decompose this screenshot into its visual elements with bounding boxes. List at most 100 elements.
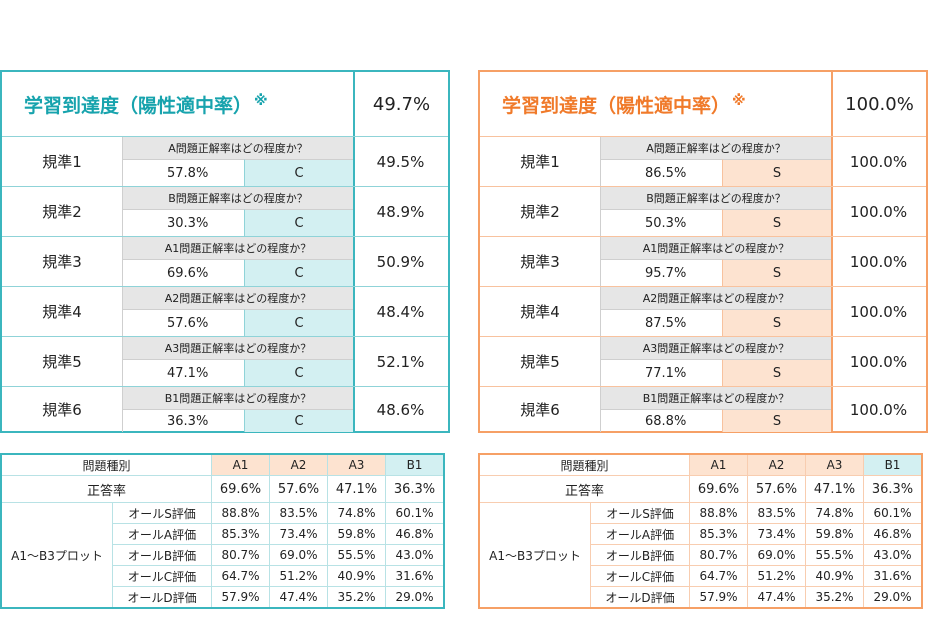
achievement-panel-right: 学習到達度（陽性適中率） ※ 100.0% 規準1 A問題正解率はどの程度か？ 8… bbox=[478, 70, 928, 433]
cell: 47.4% bbox=[269, 586, 328, 609]
row-label: オールC評価 bbox=[590, 565, 690, 587]
row-label: オールD評価 bbox=[590, 586, 690, 609]
table-header-row: 問題種別 A1 A2 A3 B1 bbox=[478, 453, 923, 476]
criterion-value: 49.5% bbox=[376, 152, 425, 171]
criterion-value: 100.0% bbox=[849, 302, 908, 321]
criterion-question: A3問題正解率はどの程度か？ bbox=[122, 337, 353, 359]
rate-value: 69.6% bbox=[689, 475, 748, 503]
grade: S bbox=[722, 309, 831, 336]
correct-rate: 69.6% bbox=[122, 259, 244, 286]
note-mark: ※ bbox=[732, 93, 746, 109]
overall-rate: 100.0% bbox=[845, 93, 914, 115]
criterion-name: 規準4 bbox=[42, 303, 82, 321]
criterion-question: B問題正解率はどの程度か？ bbox=[122, 187, 353, 209]
cell: 74.8% bbox=[805, 502, 864, 524]
cell: 80.7% bbox=[211, 544, 270, 566]
type-header: 問題種別 bbox=[478, 453, 690, 476]
criterion-name: 規準4 bbox=[520, 303, 560, 321]
criterion-name: 規準2 bbox=[42, 203, 82, 221]
row-label: オールD評価 bbox=[112, 586, 212, 609]
cell: 51.2% bbox=[269, 565, 328, 587]
cell: 40.9% bbox=[805, 565, 864, 587]
panel-title-text: 学習到達度（陽性適中率） bbox=[502, 94, 731, 117]
criterion-value: 100.0% bbox=[849, 352, 908, 371]
cell: 85.3% bbox=[689, 523, 748, 545]
column-header: B1 bbox=[863, 453, 923, 476]
overall-rate: 49.7% bbox=[372, 93, 431, 115]
correct-rate: 57.6% bbox=[122, 309, 244, 336]
cell: 35.2% bbox=[327, 586, 386, 609]
column-header: B1 bbox=[385, 453, 445, 476]
cell: 74.8% bbox=[327, 502, 386, 524]
cell: 64.7% bbox=[211, 565, 270, 587]
criterion-question: B1問題正解率はどの程度か？ bbox=[600, 387, 831, 409]
criterion-row: 規準2 B問題正解率はどの程度か？ 50.3% S 100.0% bbox=[480, 186, 926, 236]
criterion-value: 52.1% bbox=[376, 352, 425, 371]
criterion-question: A3問題正解率はどの程度か？ bbox=[600, 337, 831, 359]
criterion-row: 規準3 A1問題正解率はどの程度か？ 95.7% S 100.0% bbox=[480, 236, 926, 286]
criterion-row: 規準3 A1問題正解率はどの程度か？ 69.6% C 50.9% bbox=[2, 236, 448, 286]
achievement-panel-left: 学習到達度（陽性適中率） ※ 49.7% 規準1 A問題正解率はどの程度か？ 57… bbox=[0, 70, 450, 433]
cell: 31.6% bbox=[385, 565, 445, 587]
row-label: オールB評価 bbox=[590, 544, 690, 566]
grade: C bbox=[244, 359, 353, 386]
criterion-row: 規準2 B問題正解率はどの程度か？ 30.3% C 48.9% bbox=[2, 186, 448, 236]
grade: S bbox=[722, 209, 831, 236]
cell: 31.6% bbox=[863, 565, 923, 587]
table-row: オールC評価 64.7% 51.2% 40.9% 31.6% bbox=[1, 565, 445, 587]
cell: 46.8% bbox=[863, 523, 923, 545]
cell: 88.8% bbox=[689, 502, 748, 524]
criterion-value: 48.6% bbox=[376, 400, 425, 419]
plot-group-label: A1～B3プロット bbox=[0, 502, 113, 609]
grade: S bbox=[722, 359, 831, 386]
rate-row: 正答率 69.6% 57.6% 47.1% 36.3% bbox=[478, 475, 923, 503]
criterion-value: 100.0% bbox=[849, 252, 908, 271]
rate-value: 36.3% bbox=[863, 475, 923, 503]
criterion-value: 50.9% bbox=[376, 252, 425, 271]
cell: 51.2% bbox=[747, 565, 806, 587]
type-header: 問題種別 bbox=[0, 453, 212, 476]
correct-rate: 95.7% bbox=[600, 259, 722, 286]
cell: 43.0% bbox=[385, 544, 445, 566]
cell: 73.4% bbox=[269, 523, 328, 545]
panel-title: 学習到達度（陽性適中率） ※ bbox=[480, 72, 831, 136]
row-label: オールS評価 bbox=[112, 502, 212, 524]
rate-value: 57.6% bbox=[269, 475, 328, 503]
criterion-row: 規準6 B1問題正解率はどの程度か？ 68.8% S 100.0% bbox=[480, 386, 926, 432]
cell: 29.0% bbox=[863, 586, 923, 609]
rate-value: 47.1% bbox=[805, 475, 864, 503]
cell: 43.0% bbox=[863, 544, 923, 566]
cell: 35.2% bbox=[805, 586, 864, 609]
column-header: A1 bbox=[211, 453, 270, 476]
criterion-row: 規準4 A2問題正解率はどの程度か？ 87.5% S 100.0% bbox=[480, 286, 926, 336]
cell: 88.8% bbox=[211, 502, 270, 524]
criterion-question: B問題正解率はどの程度か？ bbox=[600, 187, 831, 209]
rate-label: 正答率 bbox=[478, 475, 690, 503]
table-row: オールC評価 64.7% 51.2% 40.9% 31.6% bbox=[479, 565, 923, 587]
criterion-row: 規準5 A3問題正解率はどの程度か？ 77.1% S 100.0% bbox=[480, 336, 926, 386]
plot-group-label: A1～B3プロット bbox=[478, 502, 591, 609]
column-header: A3 bbox=[327, 453, 386, 476]
grade: C bbox=[244, 309, 353, 336]
cell: 80.7% bbox=[689, 544, 748, 566]
criterion-row: 規準1 A問題正解率はどの程度か？ 86.5% S 100.0% bbox=[480, 136, 926, 186]
criterion-row: 規準4 A2問題正解率はどの程度か？ 57.6% C 48.4% bbox=[2, 286, 448, 336]
cell: 73.4% bbox=[747, 523, 806, 545]
cell: 69.0% bbox=[269, 544, 328, 566]
rate-row: 正答率 69.6% 57.6% 47.1% 36.3% bbox=[0, 475, 445, 503]
criterion-question: A問題正解率はどの程度か？ bbox=[600, 137, 831, 159]
cell: 59.8% bbox=[327, 523, 386, 545]
cell: 47.4% bbox=[747, 586, 806, 609]
cell: 46.8% bbox=[385, 523, 445, 545]
panel-title: 学習到達度（陽性適中率） ※ bbox=[2, 72, 353, 136]
criterion-question: A1問題正解率はどの程度か？ bbox=[600, 237, 831, 259]
criterion-name: 規準5 bbox=[520, 353, 560, 371]
grade: S bbox=[722, 259, 831, 286]
table-row: オールD評価 57.9% 47.4% 35.2% 29.0% bbox=[1, 586, 445, 609]
criterion-name: 規準1 bbox=[42, 153, 82, 171]
table-row: A1～B3プロット オールS評価 88.8% 83.5% 74.8% 60.1% bbox=[478, 502, 923, 609]
criterion-question: A問題正解率はどの程度か？ bbox=[122, 137, 353, 159]
cell: 60.1% bbox=[385, 502, 445, 524]
cell: 55.5% bbox=[327, 544, 386, 566]
table-row: オールA評価 85.3% 73.4% 59.8% 46.8% bbox=[1, 523, 445, 545]
